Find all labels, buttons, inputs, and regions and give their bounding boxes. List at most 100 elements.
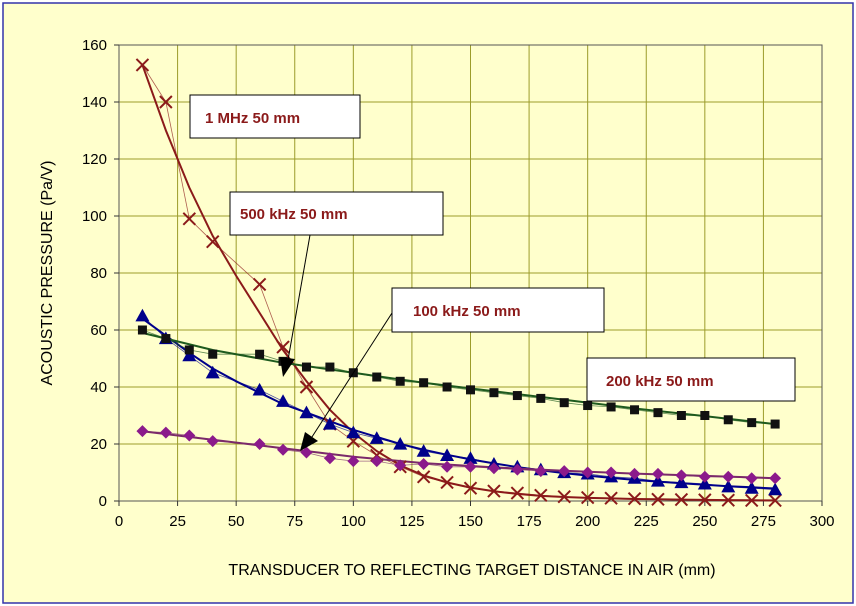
point-1mhz-20-b <box>627 492 642 506</box>
point-500khz-23 <box>697 476 712 490</box>
point-500khz-24 <box>721 479 736 493</box>
annotation-100khz-text: 100 kHz 50 mm <box>413 303 521 320</box>
x-axis-label: TRANSDUCER TO REFLECTING TARGET DISTANCE… <box>228 562 715 579</box>
arrow-500khz-head <box>280 357 295 377</box>
point-1mhz-15-b <box>510 486 525 500</box>
point-1mhz-6-b <box>299 380 314 394</box>
point-1mhz-0 <box>135 58 150 72</box>
y-axis-label: ACOUSTIC PRESSURE (Pa/V) <box>39 161 56 386</box>
point-100khz-11 <box>417 457 430 470</box>
point-100khz-17 <box>558 465 571 478</box>
x-tick-label-6: 150 <box>458 513 483 530</box>
point-500khz-0 <box>135 308 150 322</box>
point-200khz-3 <box>208 349 218 359</box>
x-tick-label-9: 225 <box>634 513 659 530</box>
point-100khz-24 <box>722 470 735 483</box>
y-tick-label-4: 80 <box>90 265 107 282</box>
point-100khz-8 <box>347 455 360 468</box>
point-100khz-16 <box>534 465 547 478</box>
point-1mhz-1 <box>159 95 173 109</box>
point-200khz-19 <box>606 402 616 412</box>
point-1mhz-25-b <box>744 493 759 508</box>
annotation-200khz-text: 200 kHz 50 mm <box>606 373 714 390</box>
y-tick-label-8: 160 <box>82 37 107 54</box>
point-200khz-24 <box>723 415 733 425</box>
point-200khz-20 <box>630 405 640 415</box>
point-500khz-5 <box>276 394 291 407</box>
point-1mhz-18-b <box>580 490 595 505</box>
point-1mhz-23-b <box>698 493 712 507</box>
point-1mhz-11-b <box>416 470 431 484</box>
point-1mhz-16-b <box>534 488 548 503</box>
point-200khz-23 <box>700 411 710 420</box>
point-500khz-3 <box>205 365 220 379</box>
annotation-500khz-text: 500 kHz 50 mm <box>240 206 348 223</box>
point-1mhz-13-b <box>463 481 478 495</box>
point-500khz-12 <box>440 448 455 461</box>
point-500khz-25 <box>744 481 759 494</box>
point-1mhz-17 <box>557 490 571 504</box>
point-100khz-22 <box>675 469 688 482</box>
point-200khz-13 <box>466 385 475 395</box>
point-1mhz-4-b <box>252 277 267 292</box>
point-200khz-6 <box>301 362 311 372</box>
point-500khz-11 <box>416 444 431 457</box>
point-500khz-13 <box>463 451 478 464</box>
axis-ticks: 0 25 50 75 100 125 150 175 200 225 250 275 300 0 20 40 6… <box>82 37 835 530</box>
annotation-500khz-box <box>229 191 444 236</box>
point-100khz-20 <box>628 467 641 480</box>
point-100khz-15 <box>511 463 524 476</box>
point-200khz-0 <box>137 325 147 335</box>
y-tick-label-0: 0 <box>99 493 107 510</box>
point-1mhz-21-b <box>651 492 665 506</box>
point-100khz-18 <box>581 466 594 479</box>
point-1mhz-19 <box>604 491 618 505</box>
point-200khz-22 <box>676 411 686 420</box>
point-500khz-10 <box>393 437 408 450</box>
y-tick-label-2: 40 <box>90 379 107 396</box>
point-200khz-1 <box>161 334 171 344</box>
point-1mhz-15 <box>510 486 525 500</box>
point-100khz-2 <box>183 429 196 442</box>
point-1mhz-4 <box>252 277 267 292</box>
point-1mhz-20 <box>627 492 642 506</box>
point-100khz-7 <box>323 452 336 465</box>
point-100khz-10 <box>394 459 407 472</box>
point-100khz-26 <box>769 472 782 485</box>
annotations: 1 MHz 50 mm 500 kHz 50 mm 100 kHz 50 mm … <box>189 94 796 451</box>
point-1mhz-1-b <box>159 95 173 109</box>
point-1mhz-13 <box>463 481 478 495</box>
point-1mhz-14 <box>487 484 501 498</box>
point-1mhz-22-b <box>674 492 689 507</box>
point-1mhz-23 <box>698 493 712 507</box>
y-tick-label-6: 120 <box>82 151 107 168</box>
point-1mhz-22 <box>674 492 689 507</box>
x-tick-label-0: 0 <box>115 513 123 530</box>
y-tick-label-3: 60 <box>90 322 107 339</box>
point-1mhz-2-b <box>182 212 197 226</box>
point-1mhz-16 <box>534 488 548 503</box>
point-1mhz-21 <box>651 492 665 506</box>
point-100khz-14 <box>487 462 500 475</box>
point-500khz-9 <box>369 431 384 444</box>
x-tick-label-8: 200 <box>575 513 600 530</box>
y-tick-label-7: 140 <box>82 94 107 111</box>
x-tick-label-12: 300 <box>809 513 834 530</box>
point-500khz-26 <box>768 482 783 496</box>
x-tick-label-10: 250 <box>692 513 717 530</box>
point-100khz-3 <box>206 435 219 448</box>
point-200khz-15 <box>512 391 522 401</box>
point-500khz-7 <box>322 417 337 430</box>
x-tick-label-11: 275 <box>751 513 776 530</box>
point-500khz-6 <box>299 405 314 419</box>
x-tick-label-1: 25 <box>169 513 186 530</box>
point-1mhz-19-b <box>604 491 618 505</box>
point-100khz-25 <box>745 472 758 485</box>
annotation-1mhz-box <box>189 94 361 139</box>
point-1mhz-26-b <box>768 493 782 508</box>
y-tick-label-1: 20 <box>90 436 107 453</box>
point-500khz-4 <box>252 382 267 396</box>
point-1mhz-25 <box>744 493 759 508</box>
point-1mhz-12-b <box>440 475 454 490</box>
point-100khz-13 <box>464 460 477 473</box>
